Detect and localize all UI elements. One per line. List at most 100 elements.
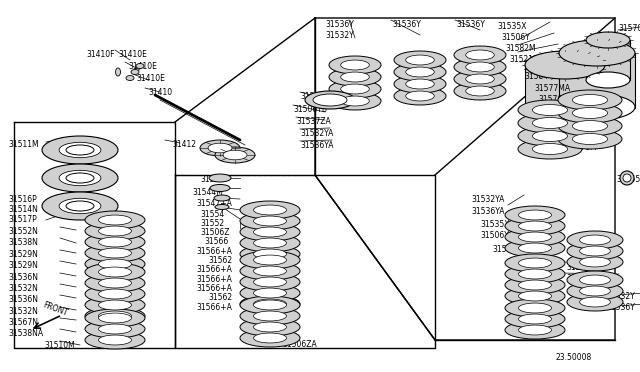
Ellipse shape — [572, 121, 607, 131]
Text: 31582M: 31582M — [505, 44, 536, 53]
Ellipse shape — [253, 238, 287, 248]
Bar — [586, 40, 630, 80]
Ellipse shape — [85, 309, 145, 327]
Ellipse shape — [394, 75, 446, 93]
Ellipse shape — [99, 324, 131, 334]
Ellipse shape — [99, 267, 131, 277]
Ellipse shape — [42, 192, 118, 220]
Text: 31544M: 31544M — [192, 188, 223, 197]
Text: 31566+A: 31566+A — [196, 284, 232, 293]
Text: 31566+A: 31566+A — [196, 303, 232, 312]
Ellipse shape — [215, 205, 229, 209]
Ellipse shape — [572, 134, 607, 144]
Ellipse shape — [567, 242, 623, 260]
Ellipse shape — [466, 86, 494, 96]
Text: 31537Z: 31537Z — [492, 245, 522, 254]
Ellipse shape — [532, 131, 568, 141]
Ellipse shape — [99, 259, 131, 269]
Text: 31576: 31576 — [562, 131, 586, 140]
Text: 31535X: 31535X — [497, 22, 527, 31]
Text: 31547+A: 31547+A — [196, 199, 232, 208]
Text: 31571M: 31571M — [566, 143, 596, 152]
Ellipse shape — [253, 227, 287, 237]
Ellipse shape — [580, 246, 611, 256]
Ellipse shape — [567, 253, 623, 271]
Text: 31584: 31584 — [524, 72, 548, 81]
Ellipse shape — [214, 195, 230, 201]
Ellipse shape — [518, 221, 552, 231]
Ellipse shape — [85, 307, 145, 325]
Ellipse shape — [454, 70, 506, 88]
Ellipse shape — [59, 142, 101, 158]
Text: 31536YA: 31536YA — [471, 207, 504, 216]
Ellipse shape — [66, 173, 94, 183]
Ellipse shape — [305, 91, 355, 109]
Ellipse shape — [329, 68, 381, 86]
Ellipse shape — [518, 280, 552, 290]
Ellipse shape — [240, 262, 300, 280]
Text: 31536Y: 31536Y — [566, 263, 595, 272]
Ellipse shape — [313, 94, 347, 106]
Ellipse shape — [240, 251, 300, 269]
Text: 31538N: 31538N — [8, 238, 38, 247]
Ellipse shape — [42, 164, 118, 192]
Ellipse shape — [208, 143, 232, 153]
Text: 31511M: 31511M — [8, 140, 38, 149]
Text: 31536YA: 31536YA — [300, 141, 333, 150]
Text: 31532YA: 31532YA — [471, 195, 504, 204]
Ellipse shape — [99, 313, 131, 323]
Ellipse shape — [99, 278, 131, 288]
Ellipse shape — [406, 67, 435, 77]
Ellipse shape — [505, 299, 565, 317]
Text: 31532Y: 31532Y — [566, 274, 595, 283]
Text: 31410E: 31410E — [136, 74, 165, 83]
Text: 31566+A: 31566+A — [196, 275, 232, 284]
Text: 31532N: 31532N — [8, 284, 38, 293]
Ellipse shape — [42, 136, 118, 164]
Text: 31510M: 31510M — [44, 341, 75, 350]
Ellipse shape — [518, 258, 552, 268]
Ellipse shape — [85, 296, 145, 314]
Text: 31547: 31547 — [200, 175, 224, 184]
Ellipse shape — [505, 228, 565, 246]
Text: 31562: 31562 — [208, 256, 232, 265]
Ellipse shape — [580, 286, 611, 296]
Ellipse shape — [518, 303, 552, 313]
Ellipse shape — [394, 63, 446, 81]
Ellipse shape — [99, 335, 131, 345]
Text: 31521N: 31521N — [509, 55, 539, 64]
Ellipse shape — [406, 55, 435, 65]
Text: 31570M: 31570M — [618, 24, 640, 33]
Ellipse shape — [99, 237, 131, 247]
Ellipse shape — [518, 113, 582, 133]
Ellipse shape — [85, 274, 145, 292]
Ellipse shape — [580, 275, 611, 285]
Ellipse shape — [505, 254, 565, 272]
Text: 31562: 31562 — [208, 293, 232, 302]
Ellipse shape — [394, 51, 446, 69]
Ellipse shape — [466, 50, 494, 60]
Ellipse shape — [518, 325, 552, 335]
Ellipse shape — [131, 70, 139, 74]
Ellipse shape — [253, 249, 287, 259]
Ellipse shape — [240, 307, 300, 325]
Ellipse shape — [85, 285, 145, 303]
Text: FRONT: FRONT — [41, 301, 68, 318]
Text: 31506ZA: 31506ZA — [282, 340, 317, 349]
Ellipse shape — [505, 310, 565, 328]
Ellipse shape — [66, 201, 94, 211]
Ellipse shape — [136, 64, 144, 68]
Ellipse shape — [223, 150, 247, 160]
Ellipse shape — [85, 263, 145, 281]
Ellipse shape — [340, 84, 369, 94]
Text: 31552: 31552 — [200, 219, 224, 228]
Ellipse shape — [580, 257, 611, 267]
Text: 31536Y: 31536Y — [325, 20, 354, 29]
Text: 31554: 31554 — [200, 210, 224, 219]
Ellipse shape — [558, 103, 622, 123]
Text: 31506Y: 31506Y — [501, 33, 530, 42]
Ellipse shape — [99, 311, 131, 321]
Ellipse shape — [518, 210, 552, 220]
Ellipse shape — [253, 300, 287, 310]
Ellipse shape — [558, 129, 622, 149]
